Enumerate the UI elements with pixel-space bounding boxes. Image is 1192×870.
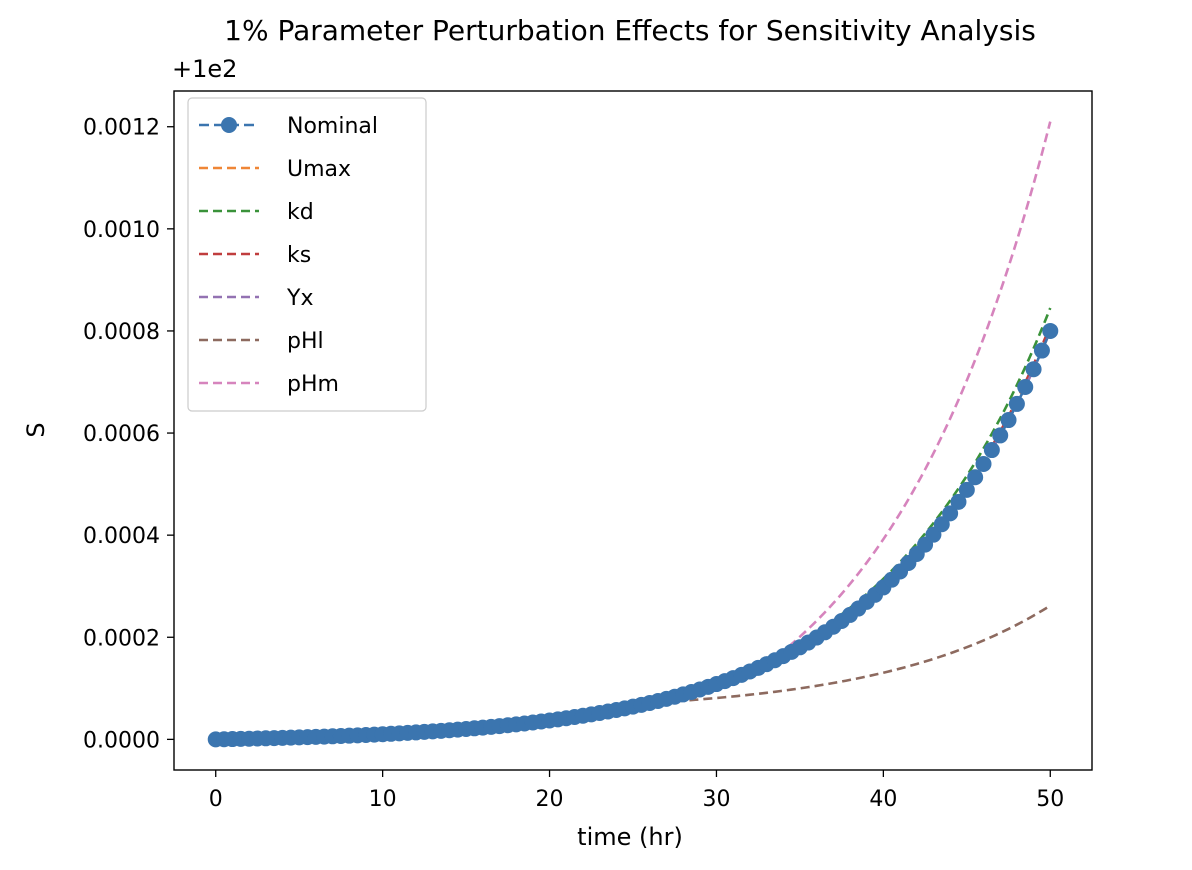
nominal-marker [1042,322,1059,339]
nominal-marker [1000,412,1017,429]
nominal-marker [933,516,950,533]
x-tick-label: 10 [369,787,397,812]
legend-label: kd [287,200,314,225]
y-tick-label: 0.0004 [83,524,160,549]
y-tick-label: 0.0006 [83,422,160,447]
y-tick-label: 0.0002 [83,626,160,651]
legend-label: Nominal [287,114,378,139]
x-tick-label: 50 [1036,787,1064,812]
legend: Nominal Umax kd ks Yx pHl pHm [187,97,427,412]
legend-label: Umax [287,157,351,182]
nominal-marker [942,505,959,522]
legend-frame [187,97,427,412]
y-tick-label: 0.0012 [83,116,160,141]
nominal-marker [958,481,975,498]
nominal-marker [967,469,984,486]
x-tick-label: 0 [209,787,223,812]
series-line-phl [215,604,1051,741]
nominal-marker [1017,378,1034,395]
y-tick-label: 0.0008 [83,320,160,345]
x-axis: 0 10 20 30 40 50 [209,770,1064,812]
y-tick-label: 0.0010 [83,218,160,243]
plot-frame [173,90,1093,771]
y-axis-label: S [22,422,50,437]
nominal-marker [1008,395,1025,412]
legend-label: ks [287,243,311,268]
y-axis: 0.0000 0.0002 0.0004 0.0006 0.0008 0.0010 0.00… [83,116,174,753]
legend-label: pHm [287,372,339,397]
chart-title: 1% Parameter Perturbation Effects for Se… [224,14,1036,47]
legend-label: pHl [287,329,324,354]
nominal-marker [1025,361,1042,378]
series-line-phm [215,121,1052,741]
legend-marker [221,117,237,133]
x-tick-label: 30 [702,787,730,812]
nominal-marker [950,493,967,510]
y-offset-label: +1e2 [172,55,237,83]
x-tick-label: 20 [536,787,564,812]
nominal-marker [975,455,992,472]
nominal-marker [992,427,1009,444]
nominal-marker [983,442,1000,459]
y-tick-label: 0.0000 [83,728,160,753]
x-tick-label: 40 [869,787,897,812]
series-layer [207,121,1059,748]
legend-label: Yx [286,286,313,311]
nominal-marker [1033,342,1050,359]
x-axis-label: time (hr) [577,823,683,851]
